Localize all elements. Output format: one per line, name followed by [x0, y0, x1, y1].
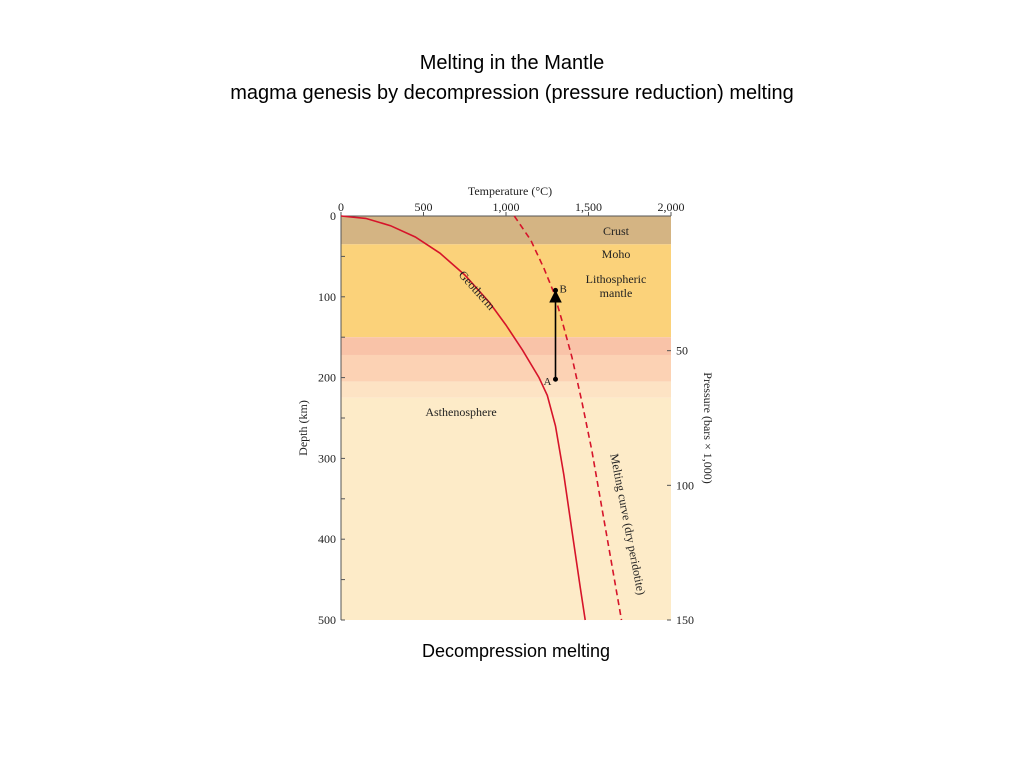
slide-title: Melting in the Mantle magma genesis by d…: [0, 48, 1024, 108]
layer-band-1: [341, 244, 671, 338]
layer-band-2: [341, 337, 671, 355]
melting-curve: [513, 215, 623, 621]
top-tick-label-1: 500: [415, 200, 433, 214]
top-tick-label-0: 0: [338, 200, 344, 214]
layer-band-3: [341, 354, 671, 382]
layer-band-0: [341, 216, 671, 245]
geotherm-curve: [340, 215, 586, 621]
left-tick-label-2: 200: [318, 371, 336, 385]
title-line-2: magma genesis by decompression (pressure…: [230, 82, 794, 104]
left-tick-label-5: 500: [318, 613, 336, 627]
top-tick-label-3: 1,500: [575, 200, 602, 214]
left-axis-ticks: 0 100 200 300 400 500: [318, 209, 345, 627]
left-tick-label-0: 0: [330, 209, 336, 223]
asthenosphere-label: Asthenosphere: [425, 405, 496, 419]
figure-caption: Decompression melting: [421, 641, 611, 661]
left-tick-label-4: 400: [318, 532, 336, 546]
temperature-axis-label: Temperature (°C): [468, 184, 552, 198]
top-tick-label-2: 1,000: [493, 200, 520, 214]
right-tick-label-2: 150: [676, 613, 694, 627]
right-tick-label-0: 50: [676, 344, 688, 358]
right-tick-label-1: 100: [676, 478, 694, 492]
left-tick-label-1: 100: [318, 290, 336, 304]
depth-axis-label: Depth (km): [296, 400, 310, 456]
pressure-axis-label: Pressure (bars × 1,000): [701, 372, 715, 483]
point-a-label: A: [544, 376, 552, 388]
right-axis-ticks: 50 100 150: [667, 344, 694, 627]
left-tick-label-3: 300: [318, 451, 336, 465]
point-b-label: B: [560, 283, 567, 295]
lithospheric-label-line2: mantle: [600, 286, 633, 300]
layer-band-4: [341, 381, 671, 398]
crust-label: Crust: [603, 224, 630, 238]
top-tick-label-4: 2,000: [658, 200, 685, 214]
moho-label: Moho: [602, 247, 631, 261]
earth-layers: [341, 216, 671, 620]
top-axis-ticks: 0 500 1,000 1,500 2,000: [338, 200, 685, 216]
title-line-1: Melting in the Mantle: [419, 52, 605, 74]
layer-band-5: [341, 397, 671, 620]
lithospheric-label-line1: Lithospheric: [586, 272, 647, 286]
point-a-marker: [553, 376, 558, 382]
point-b-marker: [553, 287, 558, 293]
